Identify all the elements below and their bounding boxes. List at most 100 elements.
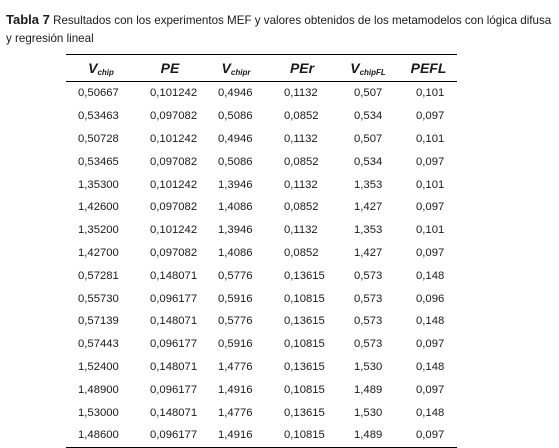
table-caption: Tabla 7 Resultados con los experimentos … <box>6 11 556 48</box>
table-cell: 0,096177 <box>150 383 198 396</box>
table-cell: 0,101 <box>416 224 445 237</box>
table-cell: 0,1132 <box>284 87 318 100</box>
table-cell: 0,55730 <box>78 292 119 305</box>
table-cell: 0,50728 <box>78 132 119 145</box>
header-vchipfl: VchipFL <box>336 54 400 82</box>
table-cell: 1,35300 <box>78 178 119 191</box>
table-cell: 0,101 <box>416 178 445 191</box>
table-cell: 0,097082 <box>150 155 198 168</box>
table-cell: 0,1132 <box>284 132 318 145</box>
table-cell: 0,148 <box>416 315 445 328</box>
table-cell: 1,35200 <box>78 224 119 237</box>
table-cell: 0,0852 <box>284 155 319 168</box>
table-row: 0,53463 0,097082 0,5086 0,0852 0,534 0,097 <box>66 105 457 128</box>
table-cell: 0,13615 <box>284 406 325 419</box>
table-cell: 1,427 <box>354 201 383 214</box>
table-cell: 0,5776 <box>218 315 253 328</box>
table-cell: 0,101242 <box>150 132 198 145</box>
header-vchipr: Vchipr <box>204 54 268 82</box>
table-cell: 0,148071 <box>150 315 198 328</box>
table-row: 0,57281 0,148071 0,5776 0,13615 0,573 0,148 <box>66 264 457 287</box>
table-row: 1,35300 0,101242 1,3946 0,1132 1,353 0,101 <box>66 173 457 196</box>
table-cell: 0,13615 <box>284 360 325 373</box>
table-cell: 0,5776 <box>218 269 253 282</box>
table-cell: 0,101242 <box>150 178 198 191</box>
table-cell: 1,48900 <box>78 383 119 396</box>
table-cell: 1,4916 <box>204 423 268 448</box>
table-cell: 1,530 <box>354 406 383 419</box>
table-cell: 0,507 <box>354 132 383 145</box>
table-cell: 0,096177 <box>136 423 204 448</box>
table-cell: 0,1132 <box>284 178 318 191</box>
table-row: 0,50667 0,101242 0,4946 0,1132 0,507 0,101 <box>66 82 457 105</box>
table-cell: 0,57443 <box>78 338 119 351</box>
table-cell: 1,4916 <box>218 383 253 396</box>
table-cell: 0,096177 <box>150 292 198 305</box>
header-vchip: Vchip <box>66 54 136 82</box>
table-cell: 0,4946 <box>218 132 253 145</box>
table-cell: 1,53000 <box>78 406 119 419</box>
table-cell: 0,148 <box>416 269 445 282</box>
table-cell: 0,148 <box>416 406 445 419</box>
table-cell: 0,097 <box>416 155 445 168</box>
table-cell: 0,5086 <box>218 110 253 123</box>
table-cell: 0,148 <box>416 360 445 373</box>
table-cell: 0,507 <box>354 87 383 100</box>
table-cell: 0,101242 <box>150 87 198 100</box>
table-cell: 1,427 <box>354 246 383 259</box>
table-cell: 0,097 <box>416 110 445 123</box>
table-cell: 0,4946 <box>218 87 253 100</box>
header-pe: PE <box>136 54 204 82</box>
table-row: 0,57139 0,148071 0,5776 0,13615 0,573 0,148 <box>66 310 457 333</box>
table-cell: 0,57281 <box>78 269 119 282</box>
table-cell: 0,0852 <box>284 110 319 123</box>
table-cell: 0,1132 <box>284 224 318 237</box>
table-cell: 0,13615 <box>284 269 325 282</box>
table-cell: 0,096177 <box>150 338 198 351</box>
table-cell: 0,097 <box>416 246 445 259</box>
table-cell: 0,573 <box>354 338 383 351</box>
table-cell: 1,42700 <box>78 246 119 259</box>
table-cell: 1,52400 <box>78 360 119 373</box>
table-cell: 1,3946 <box>218 178 253 191</box>
table-cell: 0,10815 <box>284 338 325 351</box>
table-row: 0,53465 0,097082 0,5086 0,0852 0,534 0,097 <box>66 150 457 173</box>
table-row: 1,35200 0,101242 1,3946 0,1132 1,353 0,101 <box>66 219 457 242</box>
table-cell: 0,573 <box>354 315 383 328</box>
table-cell: 0,097 <box>416 338 445 351</box>
table-row: 0,57443 0,096177 0,5916 0,10815 0,573 0,097 <box>66 333 457 356</box>
table-cell: 0,101242 <box>150 224 198 237</box>
table-cell: 1,489 <box>354 383 383 396</box>
table-cell: 0,50667 <box>78 87 119 100</box>
table-cell: 0,53463 <box>78 110 119 123</box>
table-cell: 0,097 <box>416 383 445 396</box>
table-cell: 1,48600 <box>66 423 136 448</box>
table-cell: 1,353 <box>354 224 383 237</box>
table-cell: 0,5916 <box>218 292 253 305</box>
table-row: 0,55730 0,096177 0,5916 0,10815 0,573 0,096 <box>66 287 457 310</box>
table-cell: 0,097082 <box>150 201 198 214</box>
header-per: PEr <box>268 54 336 82</box>
results-table: Vchip PE Vchipr PEr VchipFL PEFL 0,50667… <box>66 54 457 448</box>
table-cell: 0,101 <box>416 87 445 100</box>
table-header-row: Vchip PE Vchipr PEr VchipFL PEFL <box>66 54 457 82</box>
table-cell: 0,10815 <box>268 423 336 448</box>
table-cell: 0,534 <box>354 155 383 168</box>
table-cell: 0,5916 <box>218 338 253 351</box>
table-cell: 0,148071 <box>150 406 198 419</box>
table-row: 1,48900 0,096177 1,4916 0,10815 1,489 0,097 <box>66 378 457 401</box>
table-cell: 1,353 <box>354 178 383 191</box>
table-cell: 1,4776 <box>218 406 253 419</box>
table-cell: 0,097082 <box>150 110 198 123</box>
table-cell: 0,5086 <box>218 155 253 168</box>
table-cell: 0,53465 <box>78 155 119 168</box>
table-cell: 0,57139 <box>78 315 119 328</box>
table-row: 1,48600 0,096177 1,4916 0,10815 1,489 0,097 <box>66 423 457 448</box>
table-cell: 0,573 <box>354 292 383 305</box>
table-cell: 1,4776 <box>218 360 253 373</box>
table-cell: 0,096 <box>416 292 445 305</box>
table-cell: 0,097 <box>416 201 445 214</box>
table-cell: 0,573 <box>354 269 383 282</box>
caption-text: Resultados con los experimentos MEF y va… <box>6 14 552 45</box>
header-pefl: PEFL <box>400 54 457 82</box>
